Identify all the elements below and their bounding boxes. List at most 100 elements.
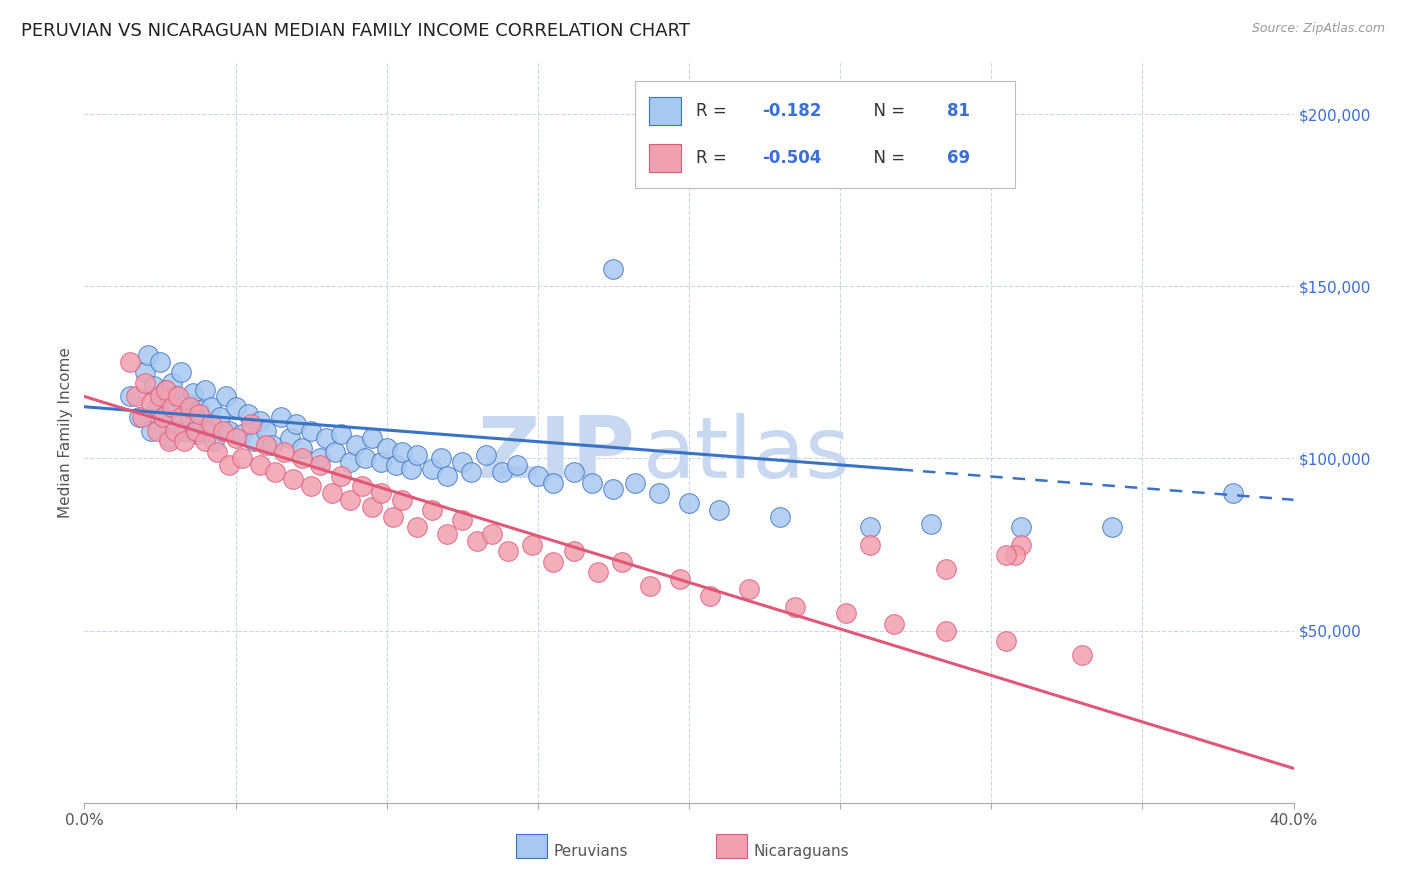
Point xyxy=(375,441,398,455)
Point xyxy=(381,510,404,524)
Point xyxy=(309,451,332,466)
Text: Nicaraguans: Nicaraguans xyxy=(754,844,849,859)
Point xyxy=(883,616,905,631)
Point xyxy=(541,555,564,569)
Point xyxy=(173,434,195,449)
Point xyxy=(291,451,314,466)
Point xyxy=(136,348,159,362)
Point xyxy=(1004,548,1026,562)
Point xyxy=(935,624,957,638)
Point xyxy=(242,434,264,449)
Point xyxy=(128,410,150,425)
Point xyxy=(406,448,429,462)
Point xyxy=(339,492,361,507)
FancyBboxPatch shape xyxy=(516,834,547,858)
Point xyxy=(995,548,1018,562)
Point xyxy=(309,458,332,473)
Point xyxy=(491,465,513,479)
Point xyxy=(281,472,304,486)
Point xyxy=(225,431,247,445)
Point xyxy=(612,555,634,569)
Point xyxy=(165,424,187,438)
Point xyxy=(562,465,585,479)
Point xyxy=(330,468,353,483)
Point xyxy=(181,386,204,401)
Point xyxy=(149,389,172,403)
Text: atlas: atlas xyxy=(643,413,851,496)
Point xyxy=(1071,648,1094,662)
Text: -0.504: -0.504 xyxy=(762,149,821,167)
Point xyxy=(699,589,721,603)
Point xyxy=(352,479,374,493)
Point xyxy=(299,479,322,493)
Point xyxy=(678,496,700,510)
Text: N =: N = xyxy=(862,149,915,167)
Point xyxy=(451,513,474,527)
Point xyxy=(207,444,229,458)
Point xyxy=(769,510,792,524)
Point xyxy=(1222,486,1244,500)
Point xyxy=(1011,520,1033,534)
Point xyxy=(218,458,240,473)
FancyBboxPatch shape xyxy=(634,81,1015,188)
Point xyxy=(167,389,190,403)
Point xyxy=(321,486,343,500)
Point xyxy=(467,534,489,549)
Point xyxy=(588,565,610,579)
Point xyxy=(384,458,406,473)
Point xyxy=(160,376,183,390)
Point xyxy=(152,410,174,425)
Point xyxy=(254,438,277,452)
Point xyxy=(399,462,422,476)
Point xyxy=(935,561,957,575)
Point xyxy=(152,410,174,425)
Point xyxy=(391,492,413,507)
Point xyxy=(623,475,645,490)
Point xyxy=(142,379,165,393)
Point xyxy=(225,400,247,414)
Point xyxy=(249,413,271,427)
Point xyxy=(299,424,322,438)
Point xyxy=(236,407,259,421)
Point xyxy=(157,434,180,449)
Point xyxy=(370,486,392,500)
Point xyxy=(339,455,361,469)
Point xyxy=(420,503,443,517)
Point xyxy=(139,396,162,410)
Point xyxy=(146,424,169,438)
Point xyxy=(173,424,195,438)
Point xyxy=(859,537,882,551)
Point xyxy=(330,427,353,442)
Point xyxy=(291,441,314,455)
Point xyxy=(125,389,148,403)
Point xyxy=(231,451,253,466)
Point xyxy=(155,383,177,397)
Point xyxy=(231,427,253,442)
Point xyxy=(920,516,942,531)
Point xyxy=(194,434,217,449)
Point xyxy=(167,417,190,431)
Text: -0.182: -0.182 xyxy=(762,102,821,120)
Point xyxy=(263,465,285,479)
Point xyxy=(194,383,217,397)
Point xyxy=(160,400,183,414)
Point xyxy=(406,520,429,534)
Point xyxy=(165,389,187,403)
Point xyxy=(170,410,193,425)
Point xyxy=(134,376,156,390)
Point xyxy=(118,389,141,403)
Point xyxy=(209,410,232,425)
Point xyxy=(460,465,482,479)
Point xyxy=(669,572,692,586)
Point xyxy=(520,537,543,551)
Point xyxy=(323,444,346,458)
Point xyxy=(278,431,301,445)
Point xyxy=(139,424,162,438)
Point xyxy=(200,400,222,414)
Point xyxy=(146,400,169,414)
Point xyxy=(602,483,624,497)
Point xyxy=(285,417,308,431)
Text: N =: N = xyxy=(862,102,915,120)
Point xyxy=(179,410,201,425)
Point xyxy=(157,400,180,414)
